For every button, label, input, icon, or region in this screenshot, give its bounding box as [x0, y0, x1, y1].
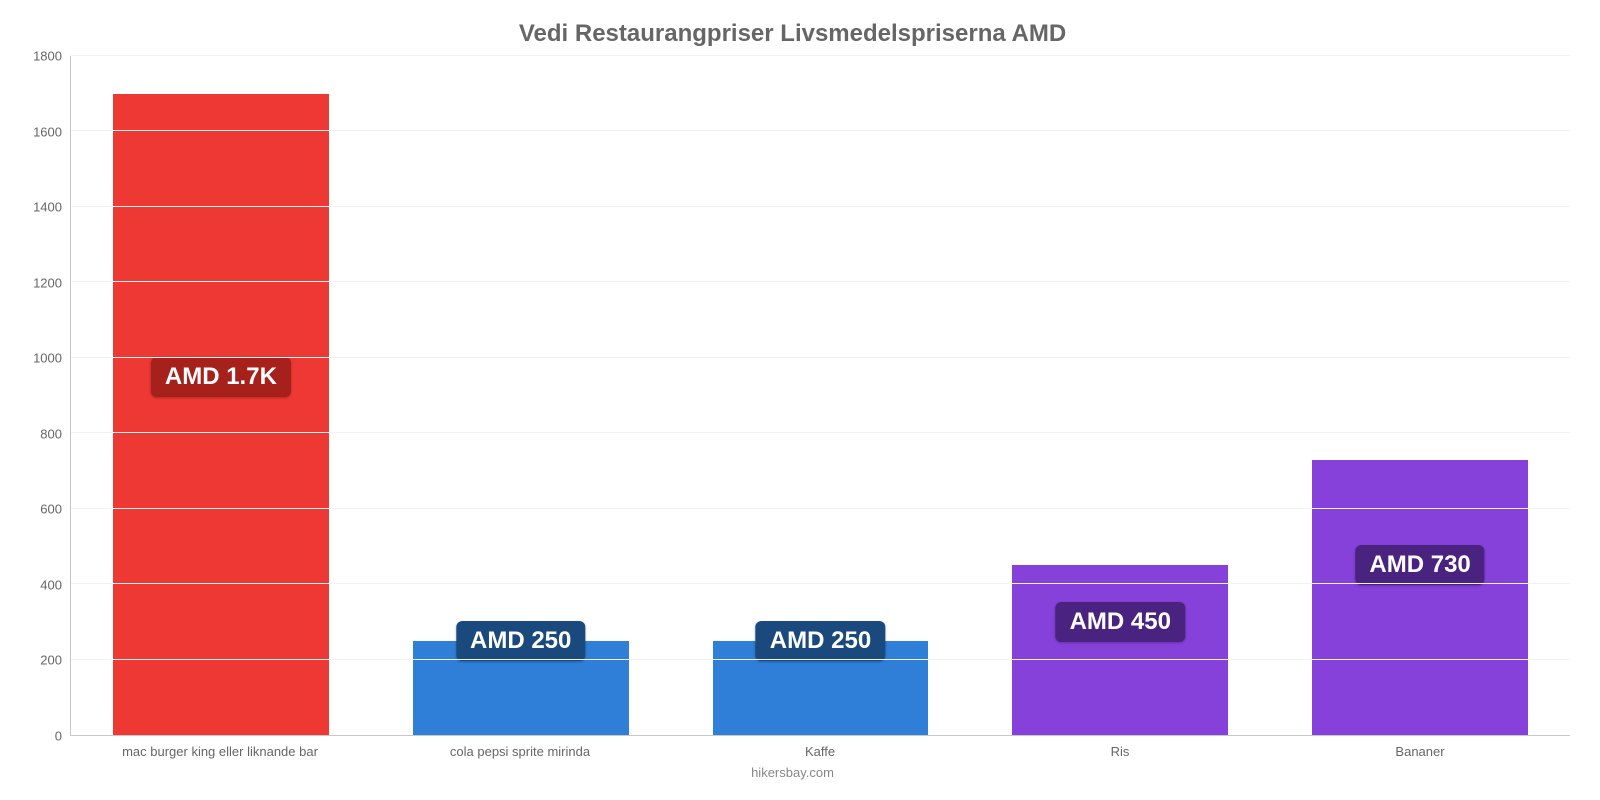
x-tick-label: mac burger king eller liknande bar — [70, 736, 370, 759]
bars-row: AMD 1.7K AMD 250 AMD 250 AMD 450 AMD 730 — [71, 56, 1570, 735]
grid-line — [71, 357, 1570, 358]
y-tick-label: 200 — [40, 653, 62, 668]
chart-container: Vedi Restaurangpriser Livsmedelspriserna… — [0, 0, 1600, 800]
y-tick-label: 0 — [55, 729, 62, 744]
bar-value-label: AMD 250 — [456, 621, 585, 661]
chart-footer: hikersbay.com — [15, 765, 1570, 780]
bar-slot: AMD 1.7K — [71, 56, 371, 735]
y-axis: 020040060080010001200140016001800 — [15, 56, 70, 736]
y-tick-label: 1400 — [33, 200, 62, 215]
y-tick-label: 400 — [40, 577, 62, 592]
bar-value-label: AMD 450 — [1056, 602, 1185, 642]
bar-slot: AMD 250 — [671, 56, 971, 735]
bar — [1012, 565, 1228, 735]
bar-value-label: AMD 1.7K — [151, 357, 291, 397]
grid-line — [71, 206, 1570, 207]
y-tick-label: 1800 — [33, 49, 62, 64]
x-tick-label: cola pepsi sprite mirinda — [370, 736, 670, 759]
y-tick-label: 1600 — [33, 124, 62, 139]
grid-line — [71, 281, 1570, 282]
x-tick-label: Kaffe — [670, 736, 970, 759]
bar-slot: AMD 730 — [1270, 56, 1570, 735]
grid-line — [71, 659, 1570, 660]
bar-slot: AMD 250 — [371, 56, 671, 735]
y-tick-label: 1200 — [33, 275, 62, 290]
plot-area: AMD 1.7K AMD 250 AMD 250 AMD 450 AMD 730 — [70, 56, 1570, 736]
chart-title: Vedi Restaurangpriser Livsmedelspriserna… — [15, 20, 1570, 48]
x-tick-label: Ris — [970, 736, 1270, 759]
grid-line — [71, 508, 1570, 509]
x-axis: mac burger king eller liknande barcola p… — [70, 736, 1570, 759]
plot-outer: 020040060080010001200140016001800 AMD 1.… — [15, 56, 1570, 736]
grid-line — [71, 55, 1570, 56]
y-tick-label: 1000 — [33, 351, 62, 366]
bar-slot: AMD 450 — [970, 56, 1270, 735]
y-tick-label: 600 — [40, 502, 62, 517]
bar — [113, 94, 329, 735]
bar-value-label: AMD 730 — [1355, 545, 1484, 585]
y-tick-label: 800 — [40, 426, 62, 441]
bar-value-label: AMD 250 — [756, 621, 885, 661]
grid-line — [71, 130, 1570, 131]
x-tick-label: Bananer — [1270, 736, 1570, 759]
grid-line — [71, 432, 1570, 433]
bar — [1312, 460, 1528, 735]
grid-line — [71, 583, 1570, 584]
